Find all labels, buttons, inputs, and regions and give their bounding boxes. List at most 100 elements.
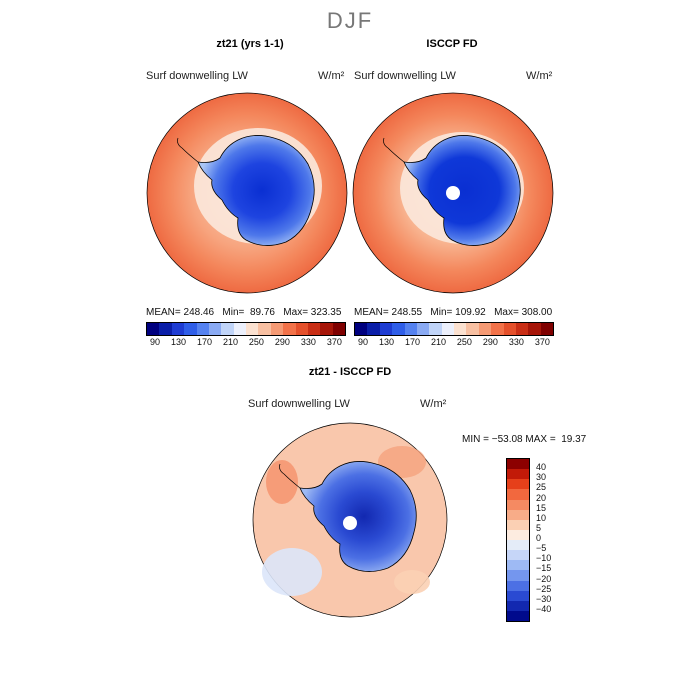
colorbar-tick-label: 130	[170, 337, 186, 347]
colorbar-tick-label: −20	[536, 573, 552, 584]
colorbar-tick-label: −30	[536, 593, 552, 604]
colorbar-swatch	[466, 323, 479, 335]
colorbar-swatch	[503, 323, 516, 335]
colorbar-swatch	[332, 323, 345, 335]
colorbar-tick-label: 130	[378, 337, 394, 347]
colorbar-tick-label: 250	[456, 337, 472, 347]
colorbar-swatch	[507, 570, 529, 581]
colorbar-swatch	[478, 323, 492, 335]
colorbar-swatch	[392, 323, 405, 335]
colorbar-swatch	[270, 323, 284, 335]
colorbar-swatch	[507, 469, 529, 480]
diff-colorbar-ticks: 40 30 25 20 15 10 5 0 −5 −10 −15 −20 −25 −30 −40	[536, 458, 576, 620]
colorbar-tick-label: −15	[536, 563, 552, 574]
colorbar-swatch	[507, 610, 529, 621]
colorbar-swatch	[196, 323, 209, 335]
colorbar-tick-label: −40	[536, 603, 552, 614]
colorbar-swatch	[507, 519, 529, 530]
colorbar-swatch	[171, 323, 185, 335]
pole-hole	[343, 516, 357, 530]
colorbar-swatch	[528, 323, 541, 335]
colorbar-swatch	[507, 509, 529, 520]
colorbar-tick-label: 370	[534, 337, 550, 347]
colorbar-tick-label: 30	[536, 472, 547, 483]
colorbar-swatch	[221, 323, 234, 335]
colorbar-tick-label: 290	[482, 337, 498, 347]
colorbar-swatch	[147, 323, 160, 335]
colorbar-swatch	[454, 323, 467, 335]
colorbar-tick-label: 170	[196, 337, 212, 347]
colorbar-tick-label: 90	[150, 337, 161, 347]
colorbar-swatch	[159, 323, 172, 335]
colorbar-swatch	[507, 479, 529, 490]
panel-2-map	[352, 92, 554, 294]
colorbar-tick-label: −25	[536, 583, 552, 594]
colorbar-tick-label: 90	[358, 337, 369, 347]
colorbar-swatch	[246, 323, 259, 335]
colorbar-swatch	[507, 459, 529, 470]
diff-panel-stats: MIN = −53.08 MAX = 19.37	[462, 434, 587, 445]
panel-1-stats: MEAN= 248.46 Min= 89.76 Max= 323.35	[146, 307, 342, 318]
diff-panel-units: W/m²	[420, 398, 447, 410]
colorbar-tick-label: 170	[404, 337, 420, 347]
colorbar-swatch	[515, 323, 529, 335]
colorbar-tick-label: 330	[508, 337, 524, 347]
colorbar-swatch	[283, 323, 296, 335]
panel-1-units: W/m²	[318, 70, 345, 82]
pole-hole	[446, 186, 460, 200]
colorbar-tick-label: 20	[536, 492, 547, 503]
panel-2-colorbar	[354, 322, 554, 336]
colorbar-swatch	[507, 529, 529, 540]
diff-panel-variable: Surf downwelling LW	[248, 398, 350, 410]
colorbar-tick-label: 5	[536, 522, 542, 533]
colorbar-tick-label: 290	[274, 337, 290, 347]
panel-1-map	[146, 92, 348, 294]
panel-1-colorbar	[146, 322, 346, 336]
colorbar-tick-label: 330	[300, 337, 316, 347]
colorbar-swatch	[507, 550, 529, 561]
colorbar-tick-label: 10	[536, 512, 547, 523]
colorbar-swatch	[184, 323, 197, 335]
colorbar-swatch	[295, 323, 308, 335]
colorbar-tick-label: 0	[536, 533, 542, 543]
colorbar-swatch	[507, 600, 529, 611]
panel-1-title: zt21 (yrs 1-1)	[216, 38, 284, 50]
diff-colorbar	[506, 458, 530, 622]
antarctica-shape	[403, 135, 521, 246]
colorbar-swatch	[507, 489, 529, 500]
colorbar-swatch	[233, 323, 246, 335]
colorbar-tick-label: 250	[248, 337, 264, 347]
colorbar-tick-label: 40	[536, 462, 547, 473]
colorbar-swatch	[540, 323, 553, 335]
colorbar-swatch	[307, 323, 321, 335]
colorbar-swatch	[258, 323, 271, 335]
colorbar-swatch	[355, 323, 368, 335]
colorbar-swatch	[416, 323, 430, 335]
colorbar-swatch	[379, 323, 393, 335]
panel-2-stats: MEAN= 248.55 Min= 109.92 Max= 308.00	[354, 307, 553, 318]
panel-1-colorbar-ticks: 90 130 170 210 250 290 330 370	[150, 337, 342, 347]
panel-2-variable: Surf downwelling LW	[354, 70, 456, 82]
panel-2-colorbar-ticks: 90 130 170 210 250 290 330 370	[358, 337, 550, 347]
antarctica-shape	[299, 461, 417, 572]
colorbar-swatch	[507, 560, 529, 571]
colorbar-swatch	[507, 540, 529, 551]
diff-panel-map	[252, 422, 448, 618]
colorbar-swatch	[320, 323, 333, 335]
colorbar-swatch	[441, 323, 454, 335]
colorbar-swatch	[404, 323, 417, 335]
antarctica-shape	[197, 135, 315, 246]
panel-2-title: ISCCP FD	[426, 38, 478, 50]
colorbar-tick-label: 210	[430, 337, 446, 347]
colorbar-swatch	[491, 323, 504, 335]
colorbar-tick-label: 370	[326, 337, 342, 347]
colorbar-swatch	[507, 499, 529, 510]
colorbar-tick-label: −5	[536, 543, 547, 554]
colorbar-swatch	[367, 323, 380, 335]
colorbar-swatch	[429, 323, 442, 335]
colorbar-tick-label: 15	[536, 502, 547, 513]
colorbar-tick-label: 25	[536, 482, 547, 493]
colorbar-swatch	[208, 323, 222, 335]
season-title: DJF	[326, 8, 374, 33]
colorbar-swatch	[507, 580, 529, 591]
